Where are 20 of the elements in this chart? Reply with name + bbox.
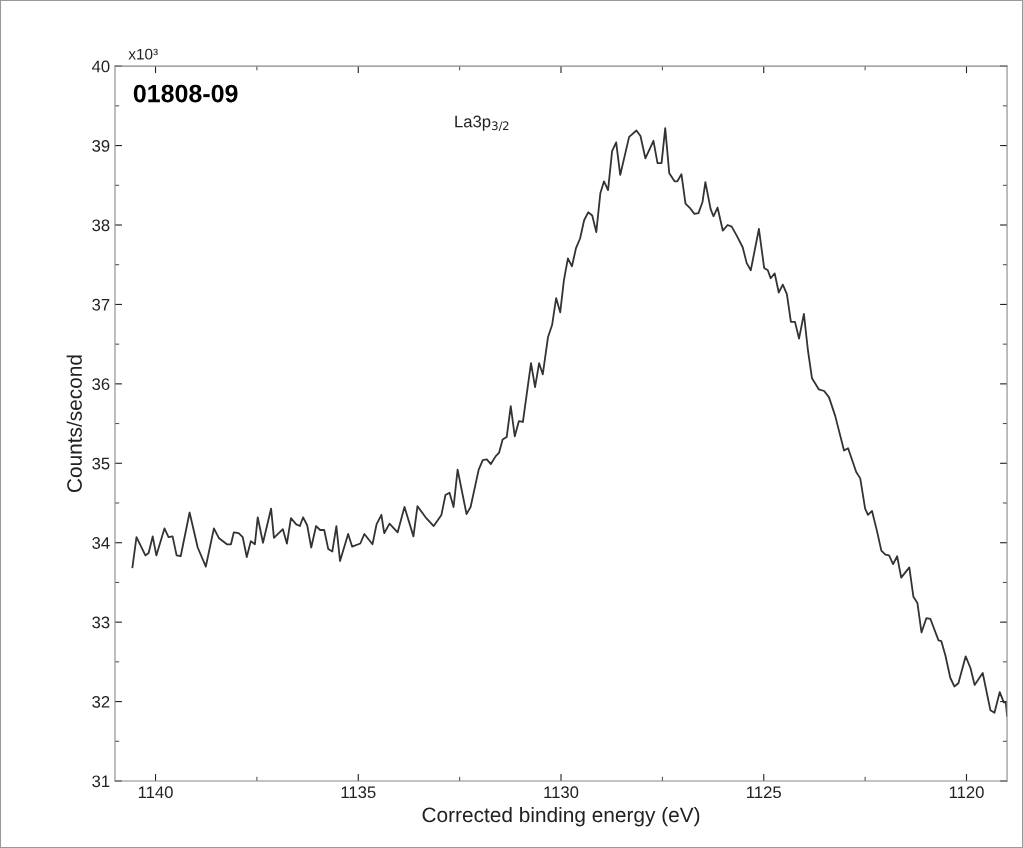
y-tick-label: 37: [92, 298, 110, 311]
y-tick-label: 39: [92, 139, 110, 152]
x-tick-label: 1120: [949, 786, 984, 799]
annotation: La3p$_{3/2}$: [455, 115, 509, 132]
text: 01808-09: [133, 84, 238, 103]
x-tick-label: 1125: [747, 786, 781, 799]
x-tick-label: 1140: [138, 786, 173, 799]
x-tick-label: 1130: [544, 786, 579, 799]
y-axis-title: Counts/second: [66, 355, 82, 492]
y-tick-label: 33: [92, 616, 110, 629]
y-tick-label: 31: [92, 775, 110, 788]
x-tick-label: 1135: [341, 786, 376, 799]
y-tick-label: 34: [92, 537, 110, 549]
y-tick-label: 40: [91, 60, 110, 73]
y-tick-label: 38: [92, 219, 110, 232]
y-tick-label: 36: [92, 378, 110, 391]
y-tick-label: 32: [92, 695, 110, 708]
y-tick-label: 35: [92, 457, 110, 470]
text: x10³: [128, 48, 158, 60]
x-axis-title: Corrected binding energy (eV): [422, 806, 700, 827]
